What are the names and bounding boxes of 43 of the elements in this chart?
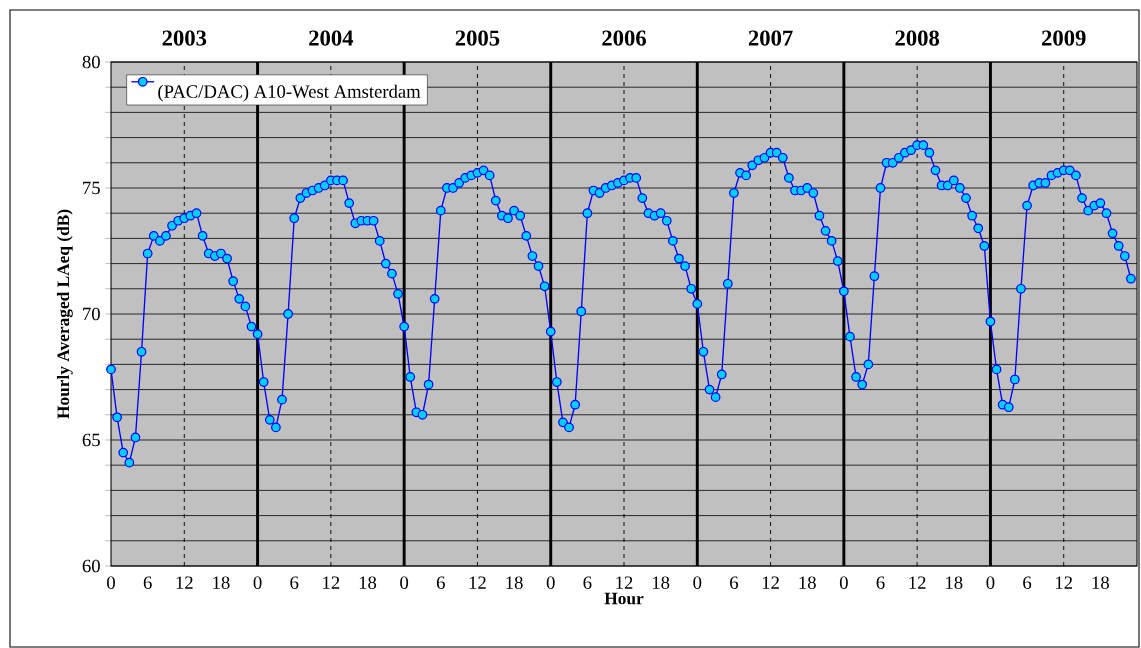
x-axis-title: Hour (604, 592, 644, 605)
x-tick-label: 0 (839, 576, 848, 589)
x-tick-label: 12 (323, 576, 340, 589)
x-tick-label: 18 (359, 576, 377, 589)
legend-label: (PAC/DAC) A10-West Amsterdam (158, 84, 421, 102)
x-tick-label: 6 (143, 576, 152, 589)
x-tick-label: 0 (253, 576, 262, 589)
x-tick-label: 6 (730, 576, 739, 589)
x-tick-label: 12 (909, 576, 926, 589)
x-tick-label: 12 (176, 576, 193, 589)
x-tick-label: 12 (762, 576, 779, 589)
x-tick-label: 18 (1092, 576, 1109, 589)
text: 2007 (748, 30, 793, 46)
text: 2004 (309, 30, 354, 46)
x-tick-label: 0 (400, 576, 409, 589)
y-axis-title: Hourly Averaged LAeq (dB) (56, 209, 73, 419)
text: 2006 (602, 30, 647, 46)
x-tick-label: 18 (506, 576, 523, 589)
x-tick-label: 0 (693, 576, 702, 589)
x-tick-label: 6 (436, 576, 445, 589)
x-tick-label: 6 (876, 576, 885, 589)
x-tick-label: 6 (583, 576, 592, 589)
text: 2005 (455, 30, 500, 46)
x-tick-label: 18 (946, 576, 963, 589)
x-tick-label: 18 (213, 576, 230, 589)
x-tick-label: 0 (986, 576, 995, 589)
x-tick-label: 12 (616, 576, 633, 589)
x-tick-label: 18 (799, 576, 816, 589)
text: 2008 (895, 30, 940, 46)
y-tick-label: 80 (82, 55, 100, 69)
x-tick-label: 12 (1056, 576, 1073, 589)
y-tick-label: 65 (82, 433, 100, 447)
y-tick-label: 75 (83, 181, 100, 195)
x-tick-label: 6 (1023, 576, 1032, 589)
y-tick-label: 70 (83, 307, 100, 321)
text: 2003 (162, 30, 207, 46)
x-tick-label: 18 (652, 576, 670, 589)
x-tick-label: 6 (290, 576, 299, 589)
x-tick-label: 0 (546, 576, 555, 589)
x-tick-label: 0 (107, 576, 115, 589)
y-tick-label: 60 (82, 559, 100, 573)
x-tick-label: 12 (469, 576, 486, 589)
text: 2009 (1042, 30, 1086, 46)
